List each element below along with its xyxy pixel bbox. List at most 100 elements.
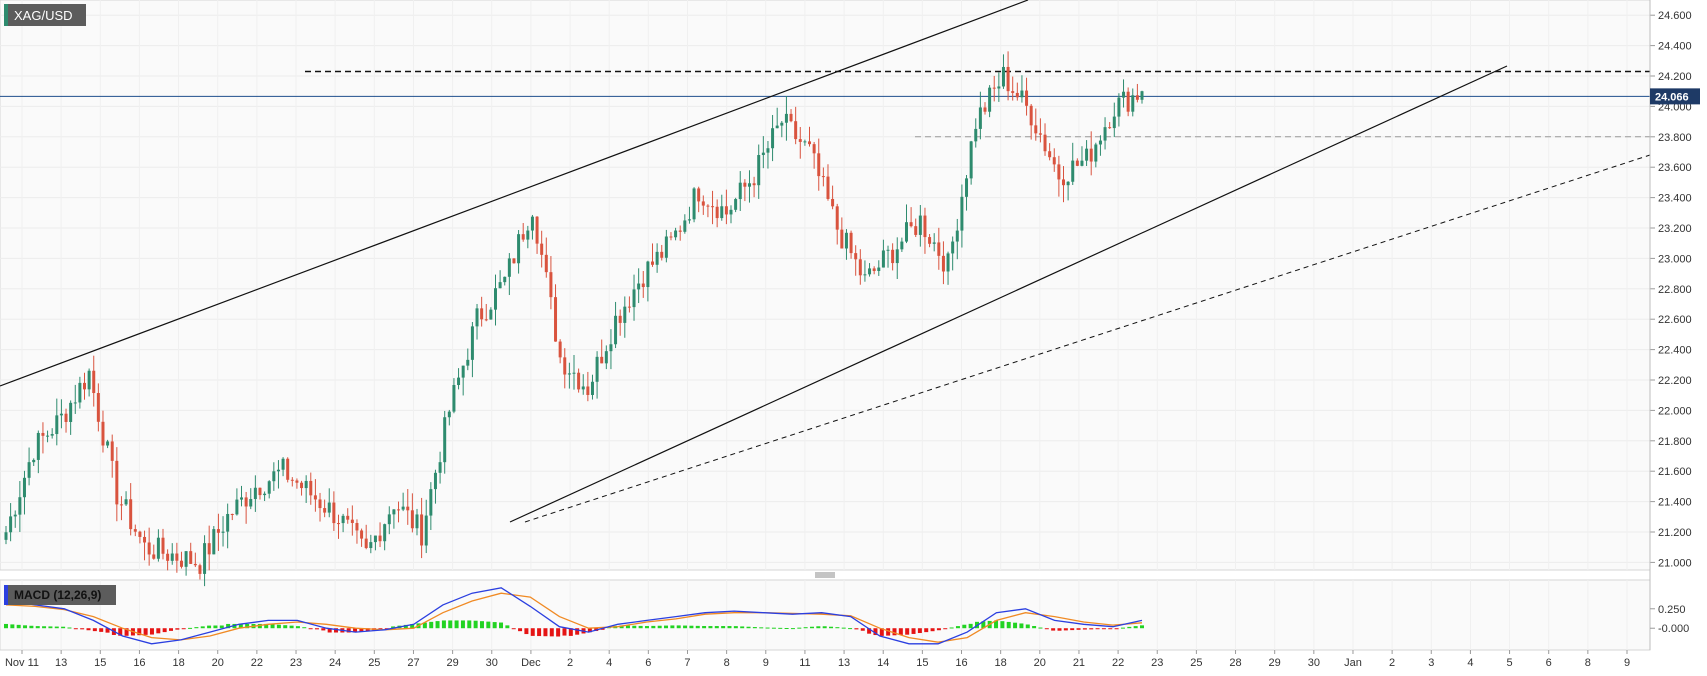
candle-body: [711, 206, 715, 208]
macd-tick-label: -0.000: [1658, 623, 1689, 635]
macd-histogram-bar: [448, 620, 453, 629]
x-tick-label: 23: [1151, 657, 1163, 669]
macd-histogram-bar: [1057, 628, 1062, 631]
candle-body: [364, 538, 368, 549]
candle-body: [184, 551, 188, 567]
candle-body: [549, 272, 553, 298]
candle-body: [946, 253, 950, 272]
macd-histogram-bar: [302, 627, 307, 629]
candle-body: [124, 499, 128, 505]
macd-histogram-bar: [1025, 624, 1030, 629]
candle-body: [87, 370, 91, 390]
candle-body: [854, 253, 858, 260]
macd-histogram-bar: [1114, 628, 1119, 630]
macd-histogram-bar: [86, 628, 91, 631]
candle-body: [1080, 160, 1084, 166]
candle-body: [738, 182, 742, 200]
macd-histogram-bar: [835, 627, 840, 629]
candle-body: [447, 411, 451, 418]
panel-resize-handle[interactable]: [815, 572, 835, 578]
macd-histogram-bar: [289, 625, 294, 629]
macd-histogram-bar: [276, 624, 281, 629]
x-tick-label: 8: [1585, 657, 1591, 669]
candle-body: [392, 509, 396, 515]
x-tick-label: 16: [133, 657, 145, 669]
macd-histogram-bar: [238, 623, 243, 629]
macd-histogram-bar: [955, 626, 960, 629]
candle-body: [687, 219, 691, 221]
macd-histogram-bar: [962, 624, 967, 629]
candle-body: [983, 107, 987, 112]
macd-histogram-bar: [568, 628, 573, 636]
candle-body: [895, 249, 899, 264]
candle-body: [1085, 148, 1089, 161]
candle-body: [207, 543, 211, 555]
macd-histogram-bar: [1108, 628, 1113, 630]
macd-histogram-bar: [460, 620, 465, 629]
macd-histogram-bar: [283, 625, 288, 629]
candle-body: [771, 128, 775, 149]
candle-body: [216, 529, 220, 533]
macd-histogram-bar: [321, 628, 326, 631]
candle-body: [221, 531, 225, 533]
macd-histogram-bar: [714, 626, 719, 629]
x-tick-label: 18: [172, 657, 184, 669]
macd-histogram-bar: [73, 628, 78, 630]
candle-body: [119, 504, 123, 506]
candle-body: [295, 480, 299, 483]
candle-body: [1029, 105, 1033, 126]
x-tick-label: 2: [567, 657, 573, 669]
macd-histogram-bar: [1127, 626, 1132, 629]
macd-histogram-bar: [892, 628, 897, 636]
macd-histogram-bar: [295, 626, 300, 629]
candle-body: [452, 385, 456, 412]
candle-body: [1103, 127, 1107, 141]
macd-histogram-bar: [10, 624, 15, 629]
candle-body: [115, 460, 119, 505]
candle-body: [36, 432, 40, 460]
macd-histogram-bar: [156, 628, 161, 634]
macd-histogram-bar: [867, 628, 872, 634]
candle-body: [660, 251, 664, 258]
candle-body: [346, 515, 350, 520]
candle-body: [1015, 92, 1019, 98]
candle-body: [193, 563, 197, 566]
macd-series: [4, 587, 1144, 645]
macd-histogram-bar: [759, 627, 764, 629]
macd-histogram-bar: [378, 628, 383, 630]
macd-histogram-bar: [740, 626, 745, 629]
candle-body: [674, 230, 678, 238]
macd-histogram-bar: [143, 628, 148, 635]
candle-body: [678, 230, 682, 232]
macd-histogram-bar: [435, 621, 440, 629]
candle-body: [572, 372, 576, 374]
x-tick-label: 30: [1308, 657, 1320, 669]
y-tick-label: 24.600: [1658, 10, 1692, 22]
candle-body: [1071, 160, 1075, 182]
macd-histogram-bar: [632, 625, 637, 629]
macd-histogram-bar: [226, 623, 231, 629]
candle-body: [498, 282, 502, 289]
candle-body: [235, 499, 239, 515]
candle-body: [581, 386, 585, 390]
x-tick-label: Nov 11: [5, 657, 39, 669]
candle-body: [808, 141, 812, 145]
candle-body: [692, 188, 696, 220]
candle-body: [955, 230, 959, 242]
macd-histogram-bar: [137, 628, 142, 636]
candle-body: [9, 516, 13, 533]
x-tick-label: 3: [1428, 657, 1434, 669]
candle-body: [129, 499, 133, 530]
candle-body: [868, 268, 872, 275]
candle-body: [32, 459, 36, 463]
candle-body: [775, 125, 779, 129]
macd-histogram-bar: [587, 628, 592, 633]
macd-histogram-bar: [790, 628, 795, 630]
candle-body: [794, 121, 798, 140]
macd-histogram-bar: [1006, 621, 1011, 629]
candle-body: [729, 209, 733, 215]
macd-histogram-bar: [829, 626, 834, 629]
macd-histogram-bar: [384, 628, 389, 630]
candle-body: [747, 183, 751, 187]
